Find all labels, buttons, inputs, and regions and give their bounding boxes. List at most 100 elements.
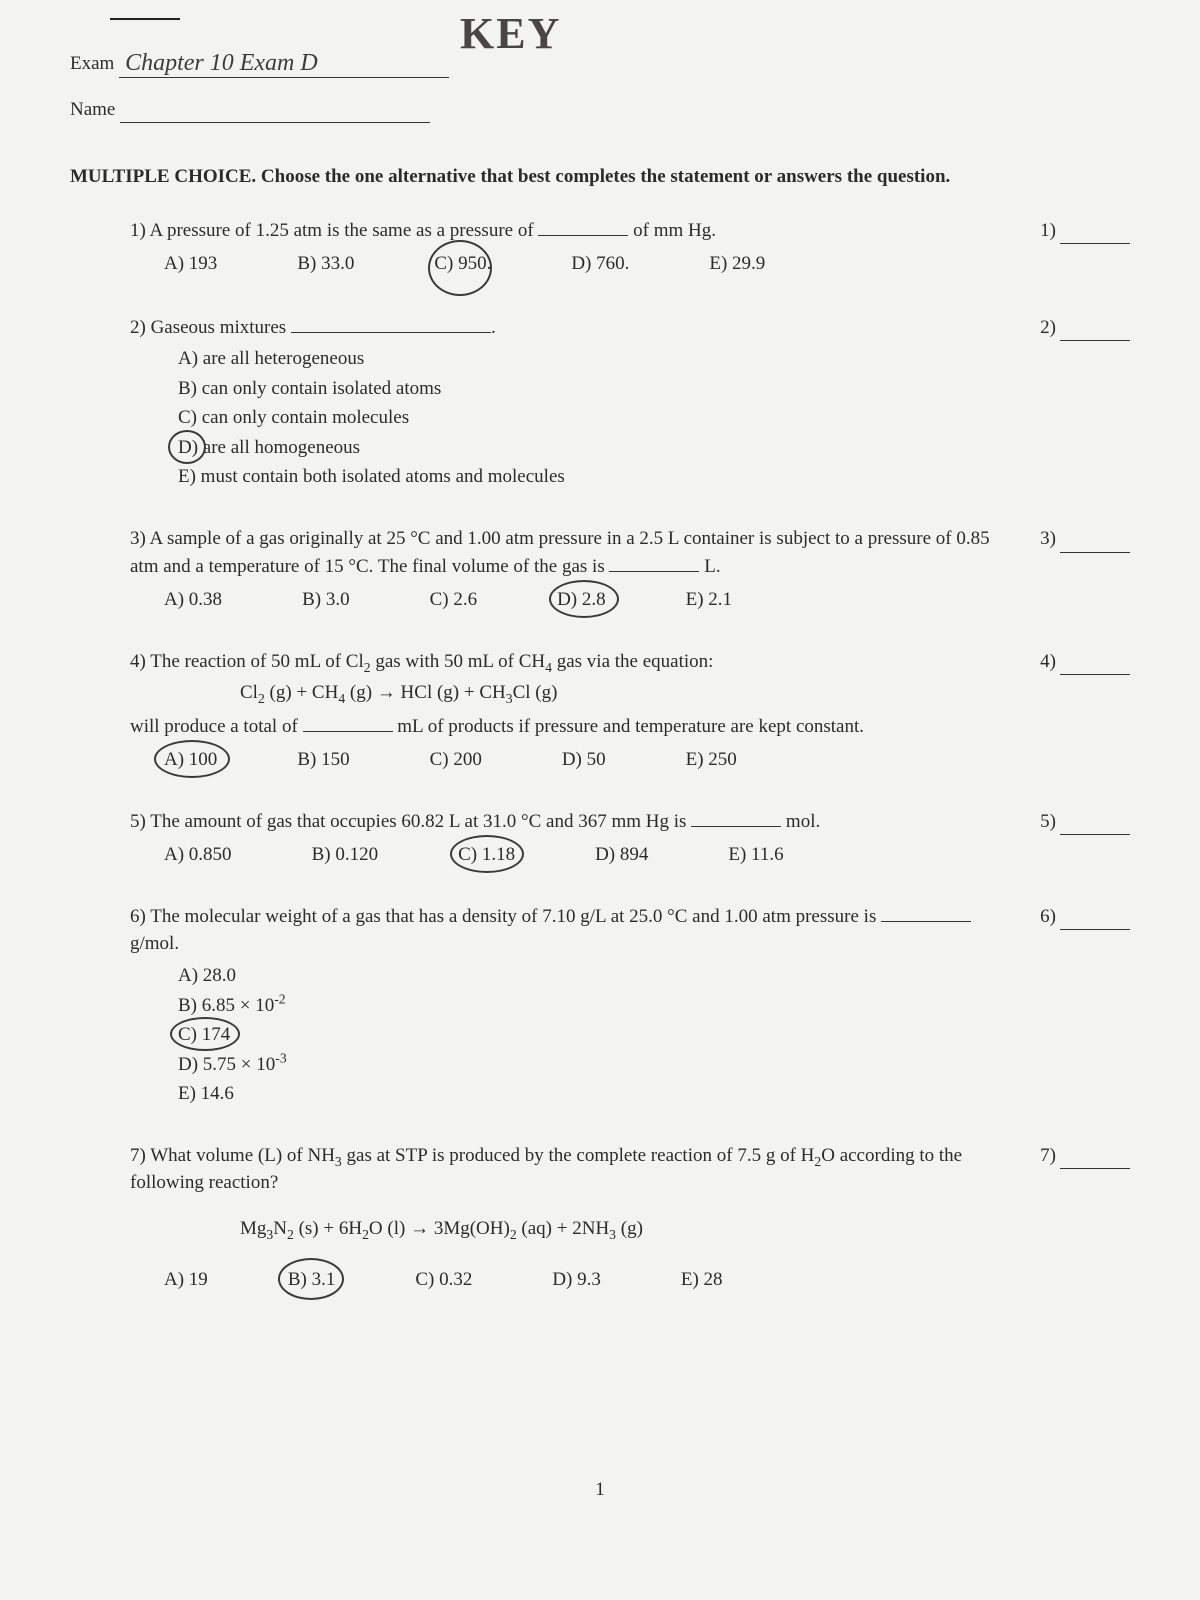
exam-header-line: Exam Chapter 10 Exam D (70, 50, 1130, 78)
q3-text-a: A sample of a gas originally at 25 °C an… (130, 528, 990, 577)
exam-title-underline: Chapter 10 Exam D (119, 50, 449, 77)
answer-slot-7: 7) (1040, 1142, 1130, 1170)
q1-text-b: of mm Hg. (628, 220, 716, 241)
question-1: 1) 1) A pressure of 1.25 atm is the same… (70, 217, 1130, 278)
question-6: 6) 6) The molecular weight of a gas that… (70, 903, 1130, 1108)
q3-choice-d: D) 2.8 (557, 586, 606, 614)
answer-blank-1 (1060, 229, 1130, 244)
answer-num-5: 5) (1040, 811, 1056, 832)
q2-choice-c-text: C) can only contain molecules (178, 407, 409, 428)
q6-choice-d-exp: -3 (275, 1050, 286, 1065)
answer-slot-5: 5) (1040, 808, 1130, 836)
question-3: 3) 3) A sample of a gas originally at 25… (70, 525, 1130, 614)
q6-choice-d-pre: D) 5.75 × 10 (178, 1054, 275, 1075)
answer-slot-6: 6) (1040, 903, 1130, 931)
q1-choice-c-text: C) 950. (434, 253, 491, 274)
page-number: 1 (0, 1476, 1200, 1504)
q4-eqn-p2: (g) + CH (265, 682, 339, 703)
answer-blank-5 (1060, 820, 1130, 835)
q1-choice-d: D) 760. (571, 250, 629, 278)
q7-eqn-sub2: 2 (287, 1227, 294, 1242)
answer-num-6: 6) (1040, 906, 1056, 927)
q4-choice-c: C) 200 (430, 746, 482, 774)
q4-num: 4) (130, 651, 146, 672)
q2-choice-c: C) can only contain molecules (178, 404, 1130, 432)
q7-eqn-p2: N (273, 1218, 287, 1239)
q4-sub-cl2: 2 (364, 659, 371, 674)
q5-choice-c: C) 1.18 (458, 841, 515, 869)
answer-num-4: 4) (1040, 651, 1056, 672)
q4-blank (303, 717, 393, 732)
answer-num-2: 2) (1040, 317, 1056, 338)
q5-choice-e: E) 11.6 (728, 841, 783, 869)
q6-choice-d: D) 5.75 × 10-3 (178, 1051, 1130, 1079)
q6-choices: A) 28.0 B) 6.85 × 10-2 C) 174 D) 5.75 × … (130, 962, 1130, 1108)
q7-eqn-sub4: 2 (510, 1227, 517, 1242)
q7-eqn-p6: (g) (616, 1218, 643, 1239)
q3-num: 3) (130, 528, 146, 549)
q5-text-b: mol. (781, 811, 820, 832)
q4-choice-b: B) 150 (297, 746, 349, 774)
q5-choice-d: D) 894 (595, 841, 648, 869)
q3-stem: 3) A sample of a gas originally at 25 °C… (130, 525, 1130, 580)
q4-eqn-sub1: 2 (258, 691, 265, 706)
answer-slot-3: 3) (1040, 525, 1130, 553)
q2-choice-d-text: D) are all homogeneous (178, 437, 360, 458)
q7-eqn-p4: O (l) → 3Mg(OH) (369, 1218, 510, 1239)
q2-choice-a: A) are all heterogeneous (178, 345, 1130, 373)
q4-text-a: The reaction of 50 mL of Cl (150, 651, 364, 672)
q6-choice-c-text: C) 174 (178, 1024, 230, 1045)
q6-blank (881, 907, 971, 922)
question-2: 2) 2) Gaseous mixtures . A) are all hete… (70, 314, 1130, 491)
q2-stem: 2) Gaseous mixtures . (130, 314, 1130, 342)
exam-label: Exam (70, 50, 114, 78)
q2-blank (291, 318, 491, 333)
q1-choice-c: C) 950. (434, 250, 491, 278)
q3-choice-a: A) 0.38 (164, 586, 222, 614)
q7-eqn-p1: Mg (240, 1218, 266, 1239)
q7-equation: Mg3N2 (s) + 6H2O (l) → 3Mg(OH)2 (aq) + 2… (130, 1215, 1130, 1243)
q4-choice-e: E) 250 (686, 746, 737, 774)
q5-blank (691, 812, 781, 827)
answer-blank-4 (1060, 660, 1130, 675)
q7-choices: A) 19 B) 3.1 C) 0.32 D) 9.3 E) 28 (130, 1266, 1130, 1294)
q6-text-a: The molecular weight of a gas that has a… (150, 906, 881, 927)
q1-stem: 1) A pressure of 1.25 atm is the same as… (130, 217, 1130, 245)
q7-text-a2: gas at STP is produced by the complete r… (342, 1145, 815, 1166)
q5-choice-c-text: C) 1.18 (458, 844, 515, 865)
q4-text-a2: gas with 50 mL of CH (371, 651, 546, 672)
q1-choice-e: E) 29.9 (709, 250, 765, 278)
exam-page: KEY Exam Chapter 10 Exam D Name MULTIPLE… (0, 0, 1200, 1600)
q5-text-a: The amount of gas that occupies 60.82 L … (150, 811, 691, 832)
q5-choices: A) 0.850 B) 0.120 C) 1.18 D) 894 E) 11.6 (130, 841, 1130, 869)
q7-choice-d: D) 9.3 (552, 1266, 601, 1294)
q1-choice-b: B) 33.0 (297, 250, 354, 278)
question-7: 7) 7) What volume (L) of NH3 gas at STP … (70, 1142, 1130, 1294)
q4-eqn-p4: Cl (g) (513, 682, 558, 703)
answer-num-1: 1) (1040, 220, 1056, 241)
question-4: 4) 4) The reaction of 50 mL of Cl2 gas w… (70, 648, 1130, 774)
q7-text-a: What volume (L) of NH (150, 1145, 335, 1166)
q7-eqn-p3: (s) + 6H (294, 1218, 362, 1239)
answer-blank-2 (1060, 326, 1130, 341)
q1-choices: A) 193 B) 33.0 C) 950. D) 760. E) 29.9 (130, 250, 1130, 278)
q6-choice-b-exp: -2 (274, 991, 285, 1006)
q4-text-b2: mL of products if pressure and temperatu… (393, 716, 864, 737)
q7-choice-e: E) 28 (681, 1266, 723, 1294)
name-underline (120, 104, 430, 123)
q6-choice-a: A) 28.0 (178, 962, 1130, 990)
name-header-line: Name (70, 96, 1130, 124)
q5-choice-b: B) 0.120 (312, 841, 379, 869)
decorative-dash (110, 18, 180, 20)
q4-stem-b: will produce a total of mL of products i… (130, 713, 1130, 741)
exam-title-handwritten: Chapter 10 Exam D (119, 50, 324, 76)
q2-choice-e: E) must contain both isolated atoms and … (178, 463, 1130, 491)
q4-eqn-sub3: 3 (506, 691, 513, 706)
answer-slot-4: 4) (1040, 648, 1130, 676)
q5-num: 5) (130, 811, 146, 832)
q3-choice-c: C) 2.6 (430, 586, 478, 614)
q4-text-b1: will produce a total of (130, 716, 303, 737)
q4-choice-d: D) 50 (562, 746, 606, 774)
q3-choice-d-text: D) 2.8 (557, 589, 606, 610)
q2-text-b: . (491, 317, 496, 338)
